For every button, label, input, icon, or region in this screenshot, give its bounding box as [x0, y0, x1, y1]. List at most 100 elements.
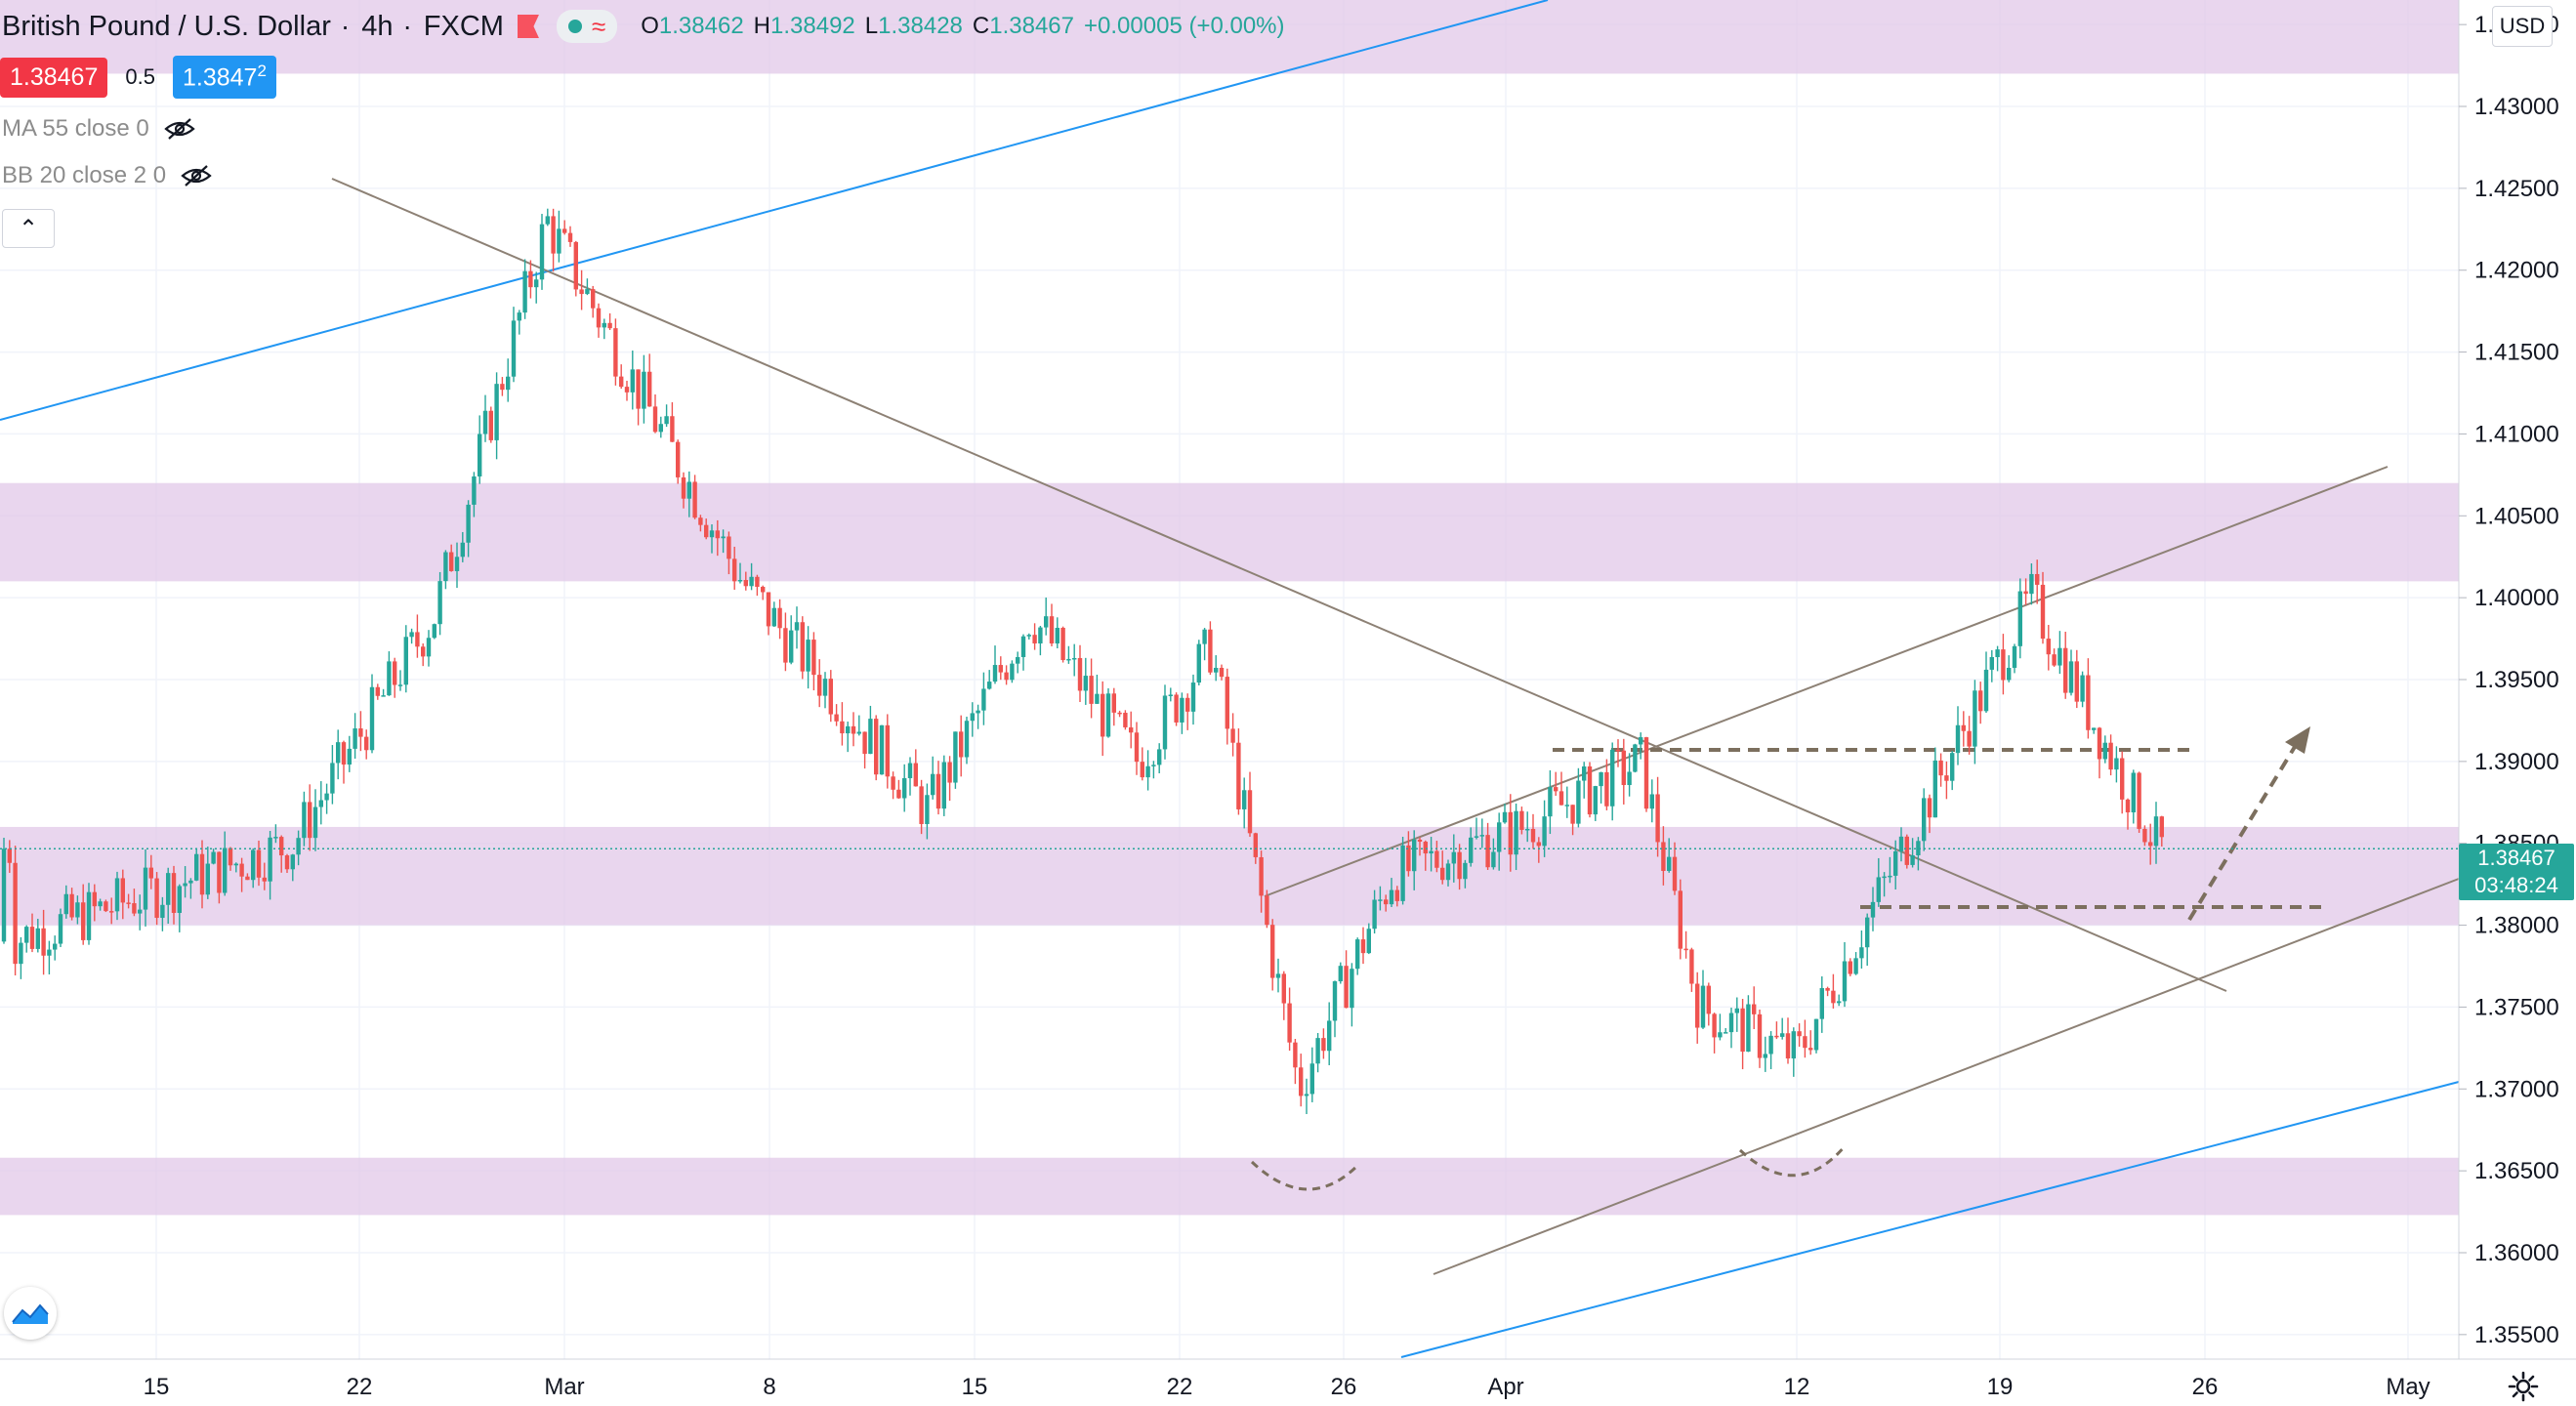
wedge-lower-line: [1433, 878, 2460, 1275]
market-status-pill[interactable]: ≈: [556, 10, 618, 43]
candle-body: [2074, 661, 2079, 702]
candle-body: [2012, 645, 2017, 668]
candle-body: [1491, 851, 1496, 868]
price-tick-label: 1.40500: [2474, 503, 2559, 529]
price-tick-label: 1.35500: [2474, 1322, 2559, 1348]
candle-body: [1983, 669, 1989, 712]
candle-body: [1049, 616, 1055, 644]
price-tick-label: 1.40000: [2474, 585, 2559, 611]
sell-button[interactable]: 1.38467: [0, 57, 108, 98]
eye-off-icon[interactable]: [163, 117, 196, 141]
candle-body: [596, 308, 602, 328]
candle-body: [143, 867, 148, 910]
logo-icon: [12, 1303, 49, 1324]
candle-body: [245, 876, 250, 881]
candle-body: [1344, 966, 1349, 1009]
candle-body: [1066, 658, 1071, 661]
candle-body: [2153, 816, 2159, 847]
interval-label[interactable]: 4h: [361, 10, 394, 42]
candle-body: [268, 837, 272, 882]
candle-body: [1904, 836, 1909, 865]
candle-body: [312, 806, 318, 839]
settings-button[interactable]: [2506, 1369, 2541, 1404]
candle-body: [1803, 1036, 1807, 1049]
candle-body: [1514, 810, 1518, 855]
candle-body: [223, 848, 228, 893]
candle-body: [500, 384, 505, 391]
candle-body: [2007, 667, 2012, 681]
candle-body: [749, 576, 754, 587]
candle-body: [2063, 647, 2068, 693]
candle-body: [2023, 591, 2028, 595]
candle-body: [1724, 1032, 1728, 1034]
tradingview-logo[interactable]: [4, 1287, 57, 1340]
flag-icon[interactable]: [517, 15, 539, 38]
candle-body: [2102, 742, 2107, 760]
candle-body: [579, 289, 584, 295]
indicator-bb[interactable]: BB 20 close 2 0: [2, 162, 213, 189]
candle-body: [1728, 1013, 1734, 1033]
candle-body: [1898, 836, 1904, 851]
candle-body: [1819, 987, 1824, 1019]
last-price-tag: 1.38467 03:48:24: [2459, 844, 2574, 900]
candle-body: [443, 552, 448, 582]
symbol-name[interactable]: British Pound / U.S. Dollar: [2, 10, 331, 42]
candle-body: [573, 241, 578, 290]
candle-body: [81, 902, 86, 940]
ohlc-values: O1.38462 H1.38492 L1.38428 C1.38467 +0.0…: [641, 13, 1285, 39]
change-value: +0.00005 (+0.00%): [1084, 13, 1285, 39]
candle-body: [460, 542, 465, 558]
candle-body: [1661, 842, 1666, 871]
buy-button[interactable]: 1.38472: [172, 56, 276, 99]
candle-body: [1400, 845, 1405, 901]
candle-body: [1564, 805, 1569, 806]
candle-body: [1032, 635, 1037, 644]
candle-body: [2029, 573, 2034, 595]
candle-body: [670, 416, 675, 442]
candle-body: [2108, 742, 2113, 770]
double-bottom-arc-right: [1738, 1144, 1848, 1178]
indicator-ma[interactable]: MA 55 close 0: [2, 115, 196, 143]
candle-body: [789, 630, 794, 663]
candle-body: [1225, 677, 1229, 729]
candle-body: [1372, 899, 1377, 930]
candle-body: [636, 369, 641, 409]
candle-body: [454, 557, 460, 571]
candle-body: [1718, 1032, 1723, 1038]
candle-body: [1548, 787, 1553, 817]
candle-body: [2148, 842, 2153, 847]
candle-body: [2068, 661, 2074, 693]
candle-body: [585, 289, 590, 295]
candle-body: [1763, 1054, 1767, 1058]
candle-body: [1219, 667, 1225, 678]
candle-body: [403, 637, 408, 685]
candle-body: [1655, 794, 1660, 843]
candle-body: [2092, 727, 2097, 730]
candle-body: [1922, 798, 1927, 842]
candle-body: [755, 576, 760, 588]
candle-body: [1105, 693, 1111, 737]
candle-body: [1813, 1018, 1819, 1051]
candle-body: [709, 530, 715, 538]
candle-body: [318, 800, 323, 807]
candle-body: [1967, 730, 1972, 747]
candle-body: [2137, 772, 2141, 829]
candle-body: [1734, 1008, 1739, 1013]
candle-body: [1140, 762, 1144, 778]
candle-body: [1134, 732, 1140, 763]
candle-body: [324, 793, 329, 801]
collapse-legend-button[interactable]: ⌃: [2, 209, 55, 248]
eye-off-icon[interactable]: [180, 164, 213, 187]
open-value: 1.38462: [658, 13, 744, 39]
price-tick-label: 1.36000: [2474, 1240, 2559, 1266]
candle-body: [941, 762, 946, 809]
price-tick-label: 1.37000: [2474, 1076, 2559, 1102]
candle-body: [415, 632, 420, 647]
candle-body: [2114, 758, 2119, 770]
candle-body: [296, 838, 301, 855]
candle-body: [885, 724, 890, 777]
currency-button[interactable]: USD: [2492, 6, 2553, 47]
candle-body: [1230, 728, 1235, 743]
candle-body: [1683, 948, 1688, 951]
